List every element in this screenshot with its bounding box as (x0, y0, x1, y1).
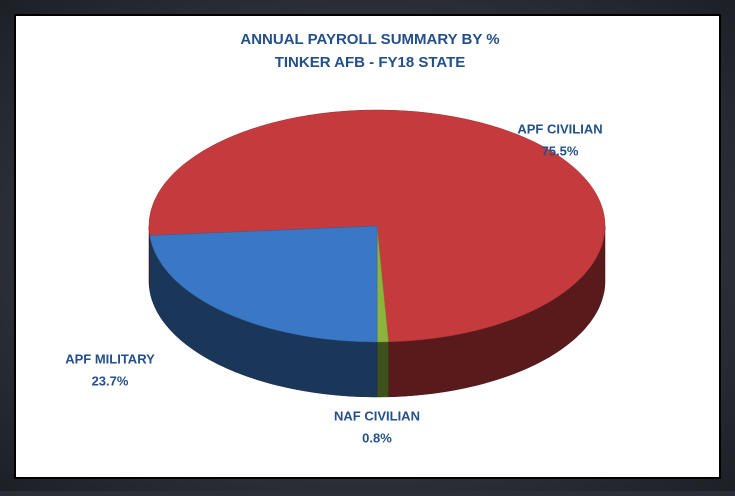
data-label-value: 75.5% (542, 143, 579, 158)
data-label-name: NAF CIVILIAN (334, 408, 420, 423)
pie (148, 109, 606, 398)
slice-side (376, 341, 389, 398)
data-label-name: APF MILITARY (65, 351, 155, 366)
chart-subtitle: TINKER AFB - FY18 STATE (275, 54, 466, 71)
data-label-name: APF CIVILIAN (517, 121, 602, 136)
data-label-value: 23.7% (92, 373, 129, 388)
data-label-value: 0.8% (362, 430, 392, 445)
slice (149, 225, 378, 343)
chart-title: ANNUAL PAYROLL SUMMARY BY % (240, 31, 499, 48)
